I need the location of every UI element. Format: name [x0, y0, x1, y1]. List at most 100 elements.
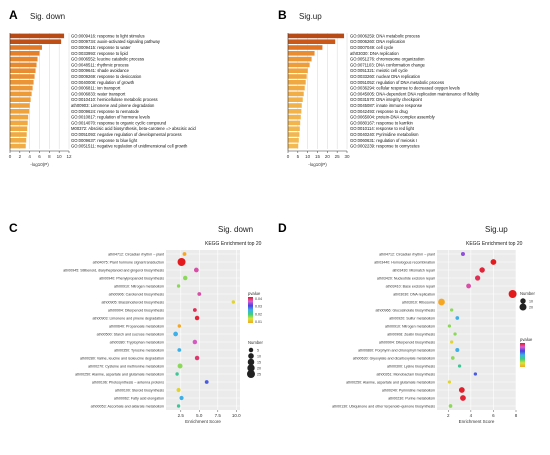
bar [288, 97, 303, 102]
dot [450, 340, 454, 344]
bar [288, 45, 323, 50]
bar-label: GO:0040240: Pyrimidine metabolism [350, 132, 419, 137]
y-tick-label: ath03410: Base excision repair [386, 284, 436, 288]
bar-label: GO:0033260: nuclear DNA replication [350, 74, 421, 79]
y-tick-label: ath00062: Fatty acid elongation [114, 396, 164, 400]
bar [288, 62, 310, 68]
dot [460, 251, 465, 257]
bar-label: GO:0051276: chromosome organization [350, 57, 425, 62]
bar-label: GO:0010410: hemicellulose metabolic proc… [71, 97, 158, 102]
bar-label: GO:0042493: response to drug [350, 109, 408, 114]
dot [447, 324, 452, 328]
bar [10, 45, 42, 50]
bar-label: GO:0071103: DNA conformation change [350, 62, 426, 67]
bar-label: GO:0009415: response to water [71, 45, 131, 50]
x-axis-label: -log10(P) [30, 162, 49, 167]
panel-letter-c: C [9, 221, 18, 235]
size-legend-dot [248, 347, 254, 353]
x-tick-label: 2.5 [178, 413, 185, 418]
panel-letter-d: D [278, 221, 287, 235]
dot [455, 347, 460, 353]
dot [177, 324, 182, 328]
y-tick-label: ath00910: Nitrogen metabolism [385, 324, 435, 328]
y-tick-label: ath00350: Tyrosine metabolism [114, 348, 164, 352]
bar [10, 62, 37, 68]
bar [288, 80, 306, 85]
x-tick-label: 6 [38, 154, 41, 159]
dot [458, 387, 465, 393]
x-tick-label: 20 [325, 154, 331, 159]
bar [10, 103, 30, 108]
y-tick-label: ath00270: Cysteine and methionine metabo… [88, 364, 164, 368]
bar [10, 74, 35, 79]
y-tick-label: ath00053: Ascorbate and aldarate metabol… [91, 404, 164, 408]
y-tick-label: ath00910: Nitrogen metabolism [114, 284, 164, 288]
dot [490, 259, 497, 265]
dot [475, 275, 481, 281]
x-tick-label: 2 [19, 154, 22, 159]
x-tick-label: 8 [48, 154, 51, 159]
bar [10, 68, 36, 73]
y-tick-label: ath03430: Mismatch repair [392, 268, 435, 272]
y-tick-label: ath04712: Circadian rhythm – plant [108, 252, 164, 256]
x-tick-label: 15 [315, 154, 321, 159]
dot [448, 404, 453, 408]
size-legend-label: 10 [257, 354, 261, 358]
bar [10, 120, 28, 126]
x-tick-label: 5.0 [196, 413, 203, 418]
bar [10, 91, 32, 97]
size-legend-dot [520, 298, 526, 304]
panel-d-subtitle: KEGG Enrichment top 20 [466, 241, 523, 247]
dot [460, 395, 466, 401]
x-tick-label: 30 [344, 154, 350, 159]
y-tick-label: ath00945: Stilbenoid, diarylheptanoid an… [63, 268, 164, 272]
bar [288, 132, 300, 137]
bar [288, 74, 307, 79]
x-tick-label: 10 [57, 154, 63, 159]
bar [10, 109, 30, 114]
bar [288, 91, 304, 97]
x-tick-label: 10 [305, 154, 311, 159]
bar-label: GO:0009641: shade avoidance [71, 68, 130, 73]
bar-label: GO:0065004: protein-DNA complex assembly [350, 115, 436, 120]
x-tick-label: 0 [9, 154, 12, 159]
bar-label: GO:0051511: negative regulation of unidi… [71, 144, 188, 149]
y-tick-label: ath00904: Diterpenoid biosynthesis [108, 308, 164, 312]
dot [182, 252, 187, 256]
y-tick-label: ath00905: Brassinosteroid biosynthesis [101, 300, 164, 304]
bar [10, 80, 34, 85]
color-legend-title: pvalue [248, 291, 261, 296]
color-legend-label: 0.04 [255, 297, 262, 301]
dot [231, 300, 236, 304]
bar-label: GO:0009734: auxin-activated signaling pa… [71, 39, 161, 44]
panel-a-bar-chart: GO:0009416: response to light stimulusGO… [9, 33, 196, 167]
panel-b-bar-chart: GO:0006259: DNA metabolic processGO:0006… [287, 33, 480, 167]
dot [450, 308, 454, 312]
bar [10, 132, 27, 137]
bar-label: GO:0006811: ion transport [71, 86, 121, 91]
dot [194, 315, 200, 321]
bar-label: GO:0002239: response to oomycetes [350, 144, 420, 149]
dot [176, 387, 181, 393]
x-tick-label: 10.0 [232, 413, 241, 418]
bar [10, 114, 29, 120]
y-tick-label: ath00100: Steroid biosynthesis [115, 388, 164, 392]
dot [176, 284, 181, 288]
size-legend-dot [248, 353, 254, 359]
size-legend-label: 25 [257, 372, 261, 376]
dot [177, 363, 183, 369]
x-tick-label: 7.5 [215, 413, 222, 418]
bar [10, 97, 31, 102]
y-tick-label: ath04712: Circadian rhythm – plant [379, 252, 435, 256]
dot [457, 364, 462, 368]
bar-label: GO:0048511: rhythmic process [71, 62, 129, 67]
dot [194, 355, 200, 361]
bar-label: GO:0045087: innate immune response [350, 103, 423, 108]
y-tick-label: ath00240: Pyrimidine metabolism [382, 388, 435, 392]
panel-c-title: Sig. down [218, 225, 253, 234]
bar-label: ath00903: Limonene and pinene degradatio… [71, 103, 155, 108]
y-tick-label: ath00261: Monobactam biosynthesis [376, 372, 435, 376]
y-tick-label: ath03420: Nucleotide excision repair [377, 276, 436, 280]
y-tick-label: ath00904: Diterpenoid biosynthesis [379, 340, 435, 344]
